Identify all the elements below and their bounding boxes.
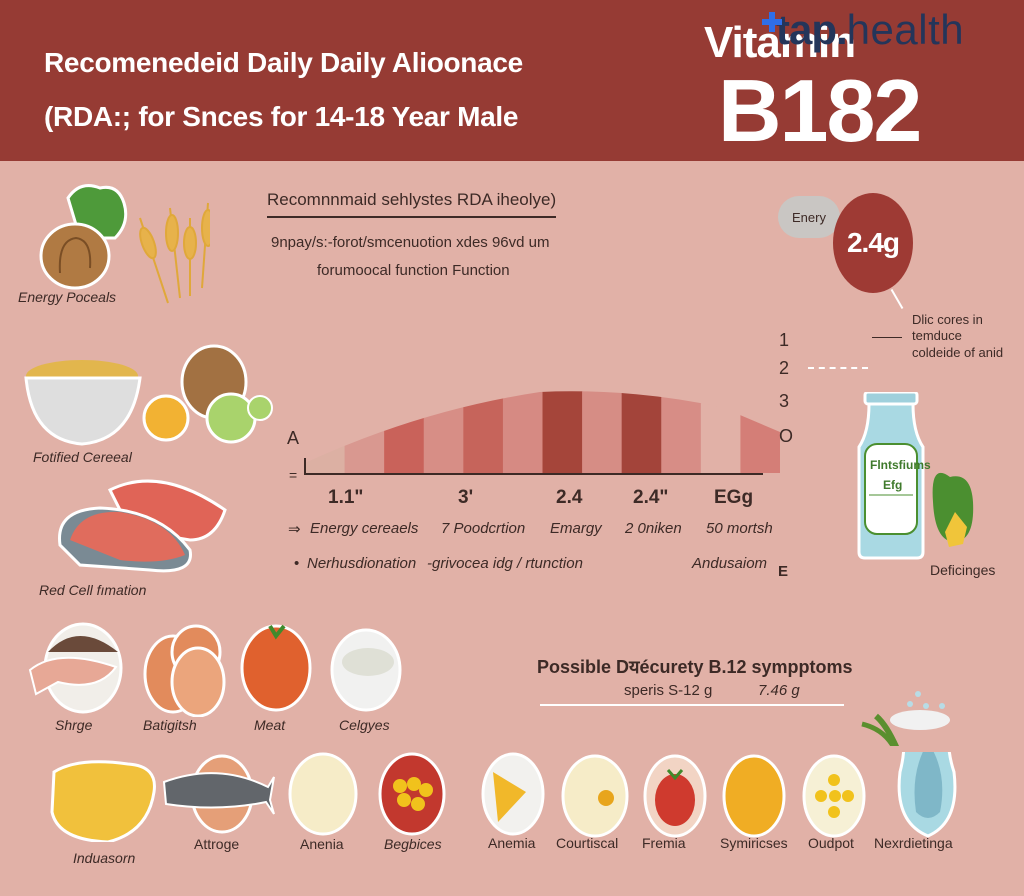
chart-bar	[463, 391, 504, 473]
title-line-1: Recomenedeid Daily Daily Alioonace	[44, 47, 523, 78]
bottle-label-1: Flntsfiums	[870, 458, 931, 472]
value-label: 3'	[458, 487, 474, 508]
chart-x-axis	[305, 473, 763, 475]
value-label: 2.4"	[633, 487, 669, 508]
bottom-food-icons	[50, 752, 957, 842]
rda-description-line-2: forumoocal function Function	[317, 262, 510, 279]
right-tick-2: 2	[779, 358, 790, 378]
category-label: 7 Poodcrtion	[441, 520, 526, 537]
food-label: Nexrdietinga	[874, 835, 953, 851]
right-tick-1: 1	[779, 330, 790, 350]
mid-food-icons	[28, 622, 402, 717]
chart-bar	[740, 391, 780, 473]
food-label: Anemia	[488, 835, 536, 851]
callout-text-2: temduce	[912, 328, 962, 343]
food-label: Shrge	[55, 717, 93, 733]
chart-y-axis	[304, 458, 306, 475]
callout-text-3: coldeide of anid	[912, 345, 1004, 360]
brand-health: health	[846, 6, 965, 53]
row2-label: Andusaiom	[692, 555, 768, 572]
category-label: Emargy	[550, 520, 602, 537]
value-label: EGg	[714, 487, 754, 508]
callout-line	[872, 337, 902, 338]
chart-bar	[305, 391, 346, 473]
deficiency-heading: Possible Dयécurety B.12 sympptoms	[537, 657, 853, 677]
food-label: Anenia	[300, 836, 344, 852]
rda-bar-chart	[305, 391, 780, 473]
brand-tap: tap.	[776, 6, 848, 53]
salmon-steak-icon	[58, 479, 227, 573]
food-label: Batigitsh	[143, 717, 197, 733]
bullet-arrow: ⇒	[288, 521, 301, 538]
row2-label: -grivocea idg / rtunction	[427, 555, 583, 572]
food-label: Attroge	[194, 836, 240, 852]
vitamin-word: Vitamin	[704, 18, 856, 67]
potato-spinach-wheat-icon	[39, 184, 210, 304]
food-label: Meat	[254, 717, 286, 733]
rda-description-line-1: 9npay/s:-forot/smcenuotion xdes 96vd um	[271, 234, 550, 251]
category-label: 50 mortsh	[706, 520, 773, 537]
chart-bar	[502, 391, 543, 473]
food-label: Induasorn	[73, 850, 136, 866]
food-label: Celgyes	[339, 717, 390, 733]
energy-cloud: Enery	[778, 196, 840, 238]
dashed-connector	[808, 367, 868, 369]
category-label: Energy cereaels	[310, 520, 419, 537]
deficiency-sub-right: 7.46 g	[758, 682, 800, 699]
bottle-label-2: Efg	[883, 478, 903, 492]
deficiency-sub-left: speris S-12 g	[624, 682, 713, 699]
right-tick-3: 3	[779, 391, 790, 411]
chart-bar	[661, 391, 702, 473]
rda-heading: Recomnnmaid sehlystes RDA iheolye)	[267, 190, 557, 218]
bottle-caption: Deficinges	[930, 562, 996, 578]
brand-logo: tap. health	[762, 6, 965, 53]
value-label: 2.4	[556, 487, 583, 508]
chart-bar	[423, 391, 464, 473]
chart-bar	[542, 391, 583, 473]
title-line-2: (RDA:; for Snces for 14-18 Year Male	[44, 101, 519, 132]
chart-bar	[582, 391, 623, 473]
food-label: Energy Poceals	[18, 289, 117, 305]
chart-bar	[700, 391, 741, 473]
chart-bar	[344, 391, 385, 473]
food-label: Fremia	[642, 835, 686, 851]
value-label: 1.1"	[328, 487, 364, 508]
vitamin-name: B182	[718, 61, 922, 160]
axis-marker: =	[289, 467, 298, 483]
header-banner	[0, 0, 1024, 161]
food-label: Begbices	[384, 836, 442, 852]
bottle-icon	[857, 392, 974, 560]
right-tick-e: E	[778, 563, 789, 580]
right-tick-0: O	[779, 426, 794, 446]
food-label: Symiricses	[720, 835, 788, 851]
row2-label: Nerhusdionation	[307, 555, 417, 572]
food-label: Courtiscal	[556, 835, 619, 851]
bubble-pointer	[890, 288, 904, 310]
food-label: Red Cell fımation	[39, 582, 147, 598]
rda-value-bubble: 2.4g	[833, 193, 913, 293]
water-glass-top-icon	[861, 691, 950, 746]
food-label: Oudpot	[808, 835, 854, 851]
bullet-dot: •	[294, 555, 300, 572]
chart-bar	[621, 391, 662, 473]
callout-text-1: Dlic cores in	[912, 312, 983, 327]
cereal-bowl-citrus-icon	[24, 344, 273, 446]
axis-label-a: A	[287, 428, 300, 448]
deficiency-divider	[540, 704, 844, 706]
plus-icon	[762, 12, 782, 32]
page-title: Recomenedeid Daily Daily Alioonace (RDA:…	[44, 36, 604, 144]
food-label: Fotified Cereeal	[33, 449, 132, 465]
chart-bar	[384, 391, 425, 473]
category-label: 2 0niken	[625, 520, 682, 537]
